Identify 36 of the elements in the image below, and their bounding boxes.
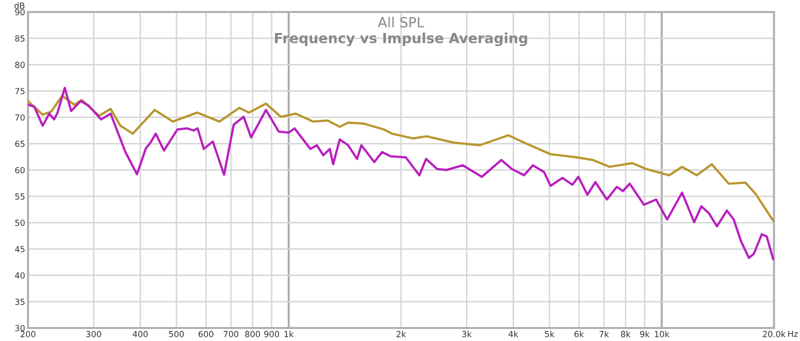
x-tick-label: 20.0k: [762, 330, 786, 338]
y-tick-label: 90: [15, 8, 25, 16]
x-tick-label: 4k: [508, 330, 518, 338]
x-tick-label: 300: [86, 330, 102, 338]
y-tick-label: 65: [15, 140, 24, 147]
x-tick-label: 10k: [654, 330, 670, 338]
x-axis-title: Hz: [788, 330, 798, 337]
y-tick-label: 40: [15, 272, 25, 279]
y-tick-label: 55: [15, 193, 24, 200]
x-tick-label: 600: [198, 330, 214, 338]
x-tick-label: 2k: [396, 330, 406, 338]
x-tick-label: 1k: [284, 330, 294, 338]
y-tick-label: 80: [15, 62, 25, 68]
chart-title: All SPL: [378, 16, 424, 28]
y-tick-label: 75: [15, 88, 24, 94]
y-tick-label: 70: [15, 114, 25, 121]
y-axis-title: dB: [14, 2, 24, 9]
text: Frequency vs Impulse Averaging: [275, 32, 528, 46]
x-tick-label: 500: [169, 330, 184, 338]
y-tick-label: 35: [15, 298, 24, 305]
x-tick-label: 400: [132, 330, 148, 338]
x-tick-label: 5k: [545, 330, 554, 338]
y-tick-label: 85: [15, 35, 24, 42]
x-tick-label: 8k: [621, 330, 631, 338]
x-tick-label: 200: [20, 330, 36, 338]
y-tick-label: 45: [15, 246, 24, 252]
x-tick-label: 6k: [574, 330, 584, 338]
y-tick-label: 30: [15, 324, 25, 332]
x-tick-label: 900: [264, 330, 280, 338]
x-tick-label: 7k: [600, 330, 609, 338]
x-tick-label: 800: [245, 330, 260, 338]
x-tick-label: 9k: [640, 330, 650, 338]
x-tick-label: 3k: [462, 330, 472, 338]
y-tick-label: 50: [15, 220, 25, 226]
x-tick-label: 700: [224, 330, 238, 338]
y-tick-label: 60: [15, 166, 25, 174]
